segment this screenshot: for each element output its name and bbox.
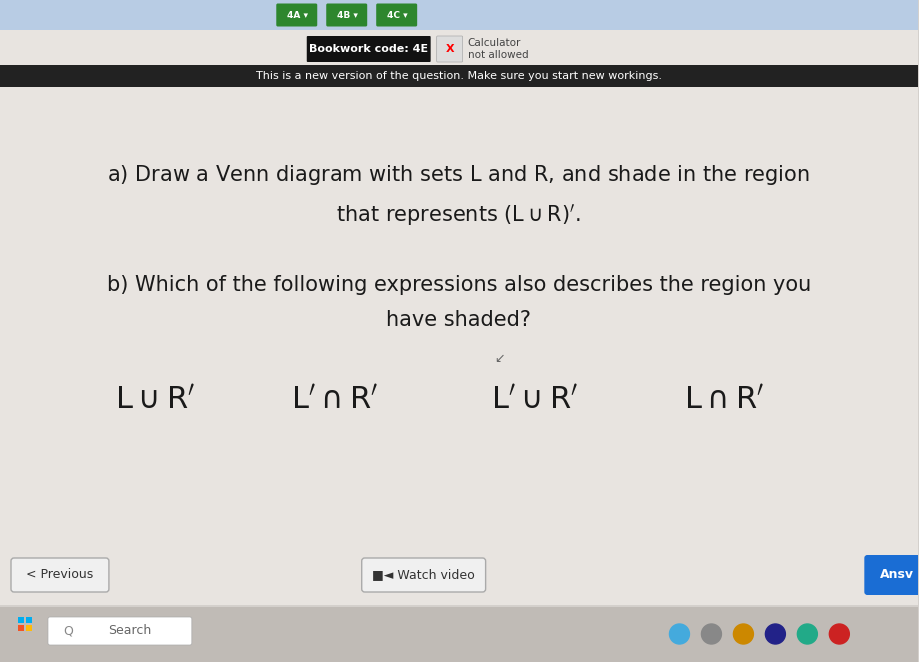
- FancyBboxPatch shape: [48, 617, 192, 645]
- Text: $\mathsf{L} \cup \mathsf{R}'$: $\mathsf{L} \cup \mathsf{R}'$: [115, 385, 195, 416]
- FancyBboxPatch shape: [0, 65, 918, 87]
- FancyBboxPatch shape: [0, 0, 918, 30]
- Text: 4B ▾: 4B ▾: [337, 11, 358, 19]
- Text: < Previous: < Previous: [27, 569, 94, 581]
- Text: $\mathsf{L}' \cup \mathsf{R}'$: $\mathsf{L}' \cup \mathsf{R}'$: [491, 385, 578, 416]
- Text: This is a new version of the question. Make sure you start new workings.: This is a new version of the question. M…: [255, 71, 662, 81]
- FancyBboxPatch shape: [26, 625, 32, 631]
- FancyBboxPatch shape: [11, 558, 109, 592]
- FancyBboxPatch shape: [362, 558, 485, 592]
- Text: Calculator: Calculator: [468, 38, 521, 48]
- Circle shape: [701, 624, 721, 644]
- FancyBboxPatch shape: [376, 3, 417, 26]
- FancyBboxPatch shape: [26, 617, 32, 623]
- Text: Ansv: Ansv: [880, 569, 914, 581]
- Text: ↙: ↙: [494, 352, 505, 365]
- FancyBboxPatch shape: [18, 625, 24, 631]
- Text: not allowed: not allowed: [468, 50, 528, 60]
- FancyBboxPatch shape: [307, 36, 431, 62]
- Text: X: X: [446, 44, 454, 54]
- Circle shape: [829, 624, 849, 644]
- Text: $\mathsf{L}' \cap \mathsf{R}'$: $\mathsf{L}' \cap \mathsf{R}'$: [291, 385, 379, 416]
- Text: Bookwork code: 4E: Bookwork code: 4E: [309, 44, 428, 54]
- Circle shape: [669, 624, 689, 644]
- Text: ■◄ Watch video: ■◄ Watch video: [372, 569, 475, 581]
- FancyBboxPatch shape: [437, 36, 462, 62]
- FancyBboxPatch shape: [0, 30, 918, 600]
- Circle shape: [766, 624, 786, 644]
- FancyBboxPatch shape: [864, 555, 919, 595]
- Text: have shaded?: have shaded?: [386, 310, 531, 330]
- Text: that represents $(\mathsf{L} \cup \mathsf{R})'$.: that represents $(\mathsf{L} \cup \maths…: [336, 202, 581, 228]
- Circle shape: [798, 624, 817, 644]
- FancyBboxPatch shape: [18, 617, 24, 623]
- FancyBboxPatch shape: [277, 3, 317, 26]
- Text: b) Which of the following expressions also describes the region you: b) Which of the following expressions al…: [107, 275, 811, 295]
- FancyBboxPatch shape: [0, 607, 918, 662]
- Text: $\mathsf{L} \cap \mathsf{R}'$: $\mathsf{L} \cap \mathsf{R}'$: [685, 385, 765, 416]
- Text: Q: Q: [63, 624, 73, 638]
- FancyBboxPatch shape: [0, 553, 918, 605]
- Text: 4C ▾: 4C ▾: [388, 11, 408, 19]
- Text: 4A ▾: 4A ▾: [288, 11, 308, 19]
- Circle shape: [733, 624, 754, 644]
- Text: Search: Search: [108, 624, 151, 638]
- FancyBboxPatch shape: [326, 3, 368, 26]
- Text: a) Draw a Venn diagram with sets $\mathsf{L}$ and $\mathsf{R}$, and shade in the: a) Draw a Venn diagram with sets $\maths…: [108, 163, 810, 187]
